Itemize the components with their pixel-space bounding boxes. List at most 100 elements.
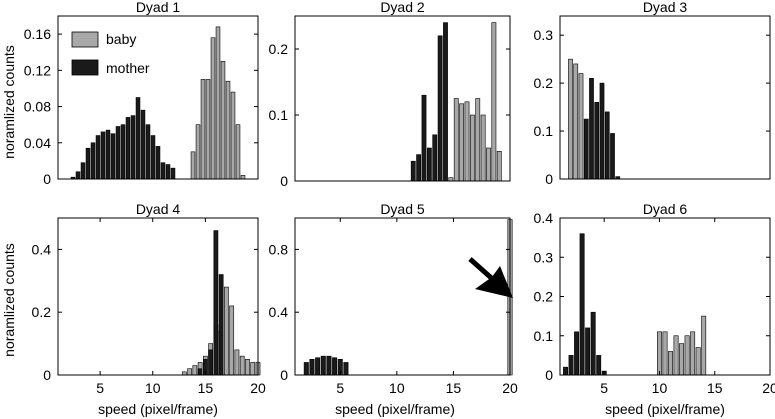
bar-baby (701, 315, 707, 376)
panel-title: Dyad 6 (643, 201, 688, 217)
y-tick-label: 0 (43, 367, 51, 383)
bar-baby (187, 368, 192, 376)
bar-mother (120, 124, 126, 180)
bar-mother (326, 355, 332, 376)
bar-baby (235, 124, 241, 180)
y-axis-label-top: noramlized counts (1, 45, 17, 159)
x-tick-label: 20 (762, 380, 775, 396)
y-tick-label: 0.2 (32, 304, 52, 320)
y-tick-label: 0.04 (24, 135, 51, 151)
bar-mother (343, 362, 349, 376)
bar-baby (205, 79, 211, 180)
arrow-annotation (468, 257, 513, 298)
bar-mother (213, 230, 219, 376)
bar-baby (192, 365, 198, 376)
y-tick-label: 0 (545, 171, 553, 187)
bar-mother (585, 327, 591, 376)
x-axis-label-col1: speed (pixel/frame) (98, 401, 218, 417)
y-tick-label: 0 (280, 367, 288, 383)
bar-mother (589, 78, 594, 180)
y-tick-label: 0.4 (32, 241, 52, 257)
panel-title: Dyad 2 (380, 0, 425, 15)
bar-baby (200, 79, 206, 180)
bar-baby (578, 73, 584, 180)
x-tick-label: 20 (250, 380, 266, 396)
bar-mother (75, 171, 81, 180)
bar-baby (568, 58, 573, 180)
bar-mother (432, 134, 438, 182)
bar-baby (480, 114, 486, 182)
bar-mother (125, 117, 131, 180)
bar-mother (596, 355, 602, 376)
bar-mother (426, 147, 432, 182)
bar-baby (225, 80, 231, 180)
bar-baby (190, 151, 196, 180)
bar-baby (657, 331, 662, 376)
bar-mother (604, 111, 610, 180)
y-tick-label: 0.2 (534, 75, 554, 91)
panel-dyad-3: Dyad 3 0 0.1 0.2 0.3 (534, 0, 771, 187)
x-tick-label: 20 (502, 380, 518, 396)
bar-mother (208, 349, 213, 376)
bar-mother (90, 142, 96, 180)
bar-baby (464, 101, 470, 182)
bar-mother (320, 355, 326, 376)
bar-mother (105, 129, 111, 180)
x-tick-label: 15 (198, 380, 214, 396)
bar-mother (160, 162, 166, 180)
bar-mother (135, 97, 141, 180)
y-tick-label: 0.4 (534, 210, 554, 226)
bar-baby (239, 355, 245, 376)
bar-mother (80, 162, 86, 180)
panel-dyad-2: Dyad 2 0 0.1 0.2 (269, 0, 511, 189)
x-tick-label: 10 (652, 380, 668, 396)
bar-baby (250, 362, 256, 376)
bar-mother (85, 147, 91, 180)
bar-baby (210, 37, 216, 180)
axes-box (57, 15, 259, 180)
bar-baby (229, 305, 235, 376)
legend: baby mother (71, 31, 150, 76)
bar-mother (165, 164, 171, 180)
axes-box (57, 217, 259, 376)
bar-mother (568, 355, 574, 376)
legend-label-baby: baby (106, 31, 136, 47)
bar-baby (453, 98, 459, 182)
bar-baby (496, 151, 502, 182)
bar-mother (610, 133, 615, 180)
bar-baby (215, 26, 221, 180)
bar-mother (115, 126, 121, 180)
y-tick-label: 0.8 (269, 241, 289, 257)
bar-mother (416, 154, 422, 182)
bar-mother (599, 82, 605, 180)
bar-mother (410, 160, 416, 182)
y-tick-label: 0 (545, 367, 553, 383)
panel-dyad-4: Dyad 4 0 0.2 0.4 5 10 15 20 (32, 201, 266, 396)
y-tick-label: 0.4 (269, 304, 289, 320)
x-tick-label: 15 (446, 380, 462, 396)
bar-mother (155, 146, 161, 180)
panel-title: Dyad 3 (643, 0, 688, 15)
bar-baby (475, 98, 481, 182)
bar-mother (95, 135, 101, 180)
bar-baby (573, 63, 579, 180)
y-tick-label: 0.1 (534, 328, 554, 344)
panel-title: Dyad 4 (136, 201, 181, 217)
bar-baby (486, 147, 491, 182)
bar-mother (150, 135, 156, 180)
bar-baby (695, 347, 701, 376)
y-tick-label: 0.1 (269, 107, 289, 123)
bar-baby (240, 175, 246, 180)
bar-mother (579, 233, 585, 376)
bar-mother (303, 362, 309, 376)
axes-box (294, 15, 511, 182)
bar-baby (469, 114, 475, 182)
panel-title: Dyad 5 (380, 201, 425, 217)
bar-baby (673, 335, 679, 376)
bar-baby (662, 331, 668, 376)
bar-baby (668, 351, 673, 376)
x-tick-label: 10 (389, 380, 405, 396)
y-tick-label: 0.2 (534, 289, 554, 305)
y-tick-label: 0 (280, 173, 288, 189)
